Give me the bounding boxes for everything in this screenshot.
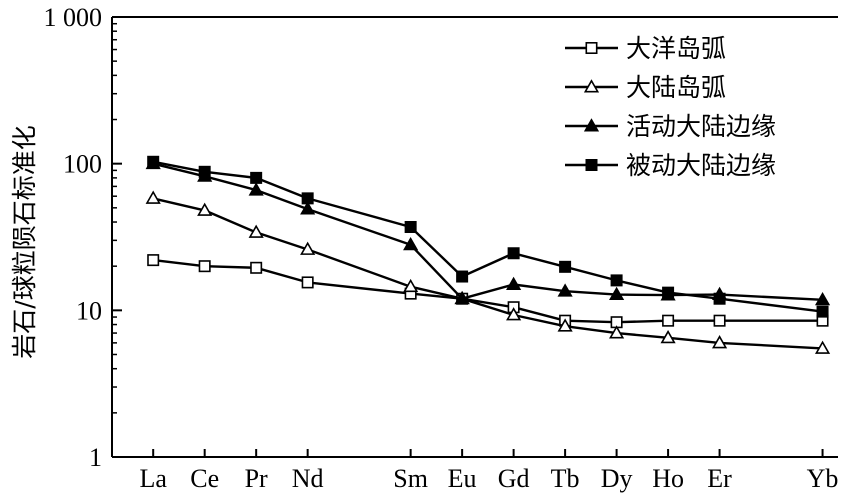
series-4-point-er — [713, 292, 726, 305]
x-tick-label: Er — [707, 464, 732, 493]
series-3-point-yb — [814, 291, 831, 306]
plot-axes: 1 10 100 1 000 La Ce Pr Nd Sm Eu Gd Tb Dy Ho Er Yb — [44, 3, 839, 493]
y-tick-label: 1 000 — [44, 3, 103, 32]
series-3-line — [152, 162, 823, 301]
series-3 — [145, 155, 831, 306]
legend-item-2-marker — [583, 79, 600, 93]
x-tick-label: Tb — [551, 464, 580, 493]
series-1-point-ho — [662, 314, 675, 327]
series-2-point-yb — [814, 340, 831, 354]
series-4-point-ce — [198, 165, 211, 178]
series-layer — [145, 155, 831, 354]
legend-item-1-label: 大洋岛弧 — [626, 34, 726, 63]
x-tick-label: Nd — [292, 464, 324, 493]
series-2-line — [152, 197, 823, 350]
series-1-point-ce — [198, 260, 211, 273]
series-4-point-nd — [301, 192, 314, 205]
series-3-point-pr — [248, 182, 264, 196]
series-2-point-nd — [300, 241, 316, 255]
series-1-line — [153, 258, 823, 324]
series-2-point-gd — [506, 307, 522, 321]
series-3-point-sm — [403, 236, 419, 251]
series-2-point-sm — [403, 278, 419, 293]
series-2-point-ce — [197, 202, 213, 216]
series-3-point-nd — [300, 201, 316, 215]
x-tick-label: Eu — [448, 464, 477, 493]
series-4-point-gd — [507, 247, 520, 260]
legend-item-3-label: 活动大陆边缘 — [626, 112, 776, 141]
legend-item-2-label: 大陆岛弧 — [626, 73, 726, 102]
series-4-point-pr — [250, 171, 263, 184]
series-2-point-tb — [557, 318, 573, 332]
series-2-point-dy — [609, 325, 625, 339]
series-2 — [145, 190, 831, 354]
y-tick-label: 10 — [76, 296, 102, 325]
legend-item-4-marker — [585, 159, 598, 172]
y-axis-label: 岩石/球粒陨石标准化 — [10, 125, 39, 358]
series-2-point-la — [145, 190, 161, 204]
legend-item-4: 被动大陆边缘 — [565, 151, 776, 180]
series-1-point-er — [713, 314, 726, 327]
series-1-point-nd — [301, 276, 314, 289]
series-1-point-pr — [250, 261, 263, 274]
x-tick-label: Gd — [498, 464, 530, 493]
legend-item-2: 大陆岛弧 — [565, 73, 726, 102]
series-4-point-ho — [662, 286, 675, 299]
y-tick-label: 100 — [63, 150, 102, 179]
legend-item-3: 活动大陆边缘 — [565, 112, 776, 141]
x-tick-label: Ce — [190, 464, 219, 493]
series-4-line — [152, 160, 823, 313]
x-tick-label: Ho — [652, 464, 684, 493]
x-tick-label: Yb — [807, 464, 839, 493]
y-tick-label: 1 — [89, 443, 102, 472]
series-3-point-dy — [609, 286, 625, 301]
legend-item-1: 大洋岛弧 — [565, 34, 726, 63]
series-4-point-sm — [404, 220, 417, 233]
series-2-point-pr — [248, 224, 264, 238]
legend-item-1-marker — [585, 41, 598, 54]
series-3-point-tb — [557, 283, 573, 297]
series-1-point-la — [147, 254, 160, 267]
series-4-point-yb — [816, 305, 829, 318]
series-3-point-eu — [454, 290, 470, 305]
series-4-point-tb — [559, 260, 572, 273]
x-tick-label: La — [139, 464, 167, 493]
series-4 — [147, 155, 829, 318]
legend-item-3-marker — [583, 118, 600, 132]
x-tick-label: Pr — [245, 464, 268, 493]
series-2-point-er — [711, 335, 728, 349]
series-4-point-dy — [610, 274, 623, 287]
series-2-point-ho — [660, 329, 676, 344]
x-tick-label: Sm — [393, 464, 428, 493]
x-tick-label: Dy — [601, 464, 633, 493]
series-3-point-gd — [506, 276, 522, 290]
series-4-point-eu — [456, 270, 469, 283]
legend-item-4-label: 被动大陆边缘 — [626, 151, 776, 180]
series-4-point-la — [147, 155, 160, 168]
